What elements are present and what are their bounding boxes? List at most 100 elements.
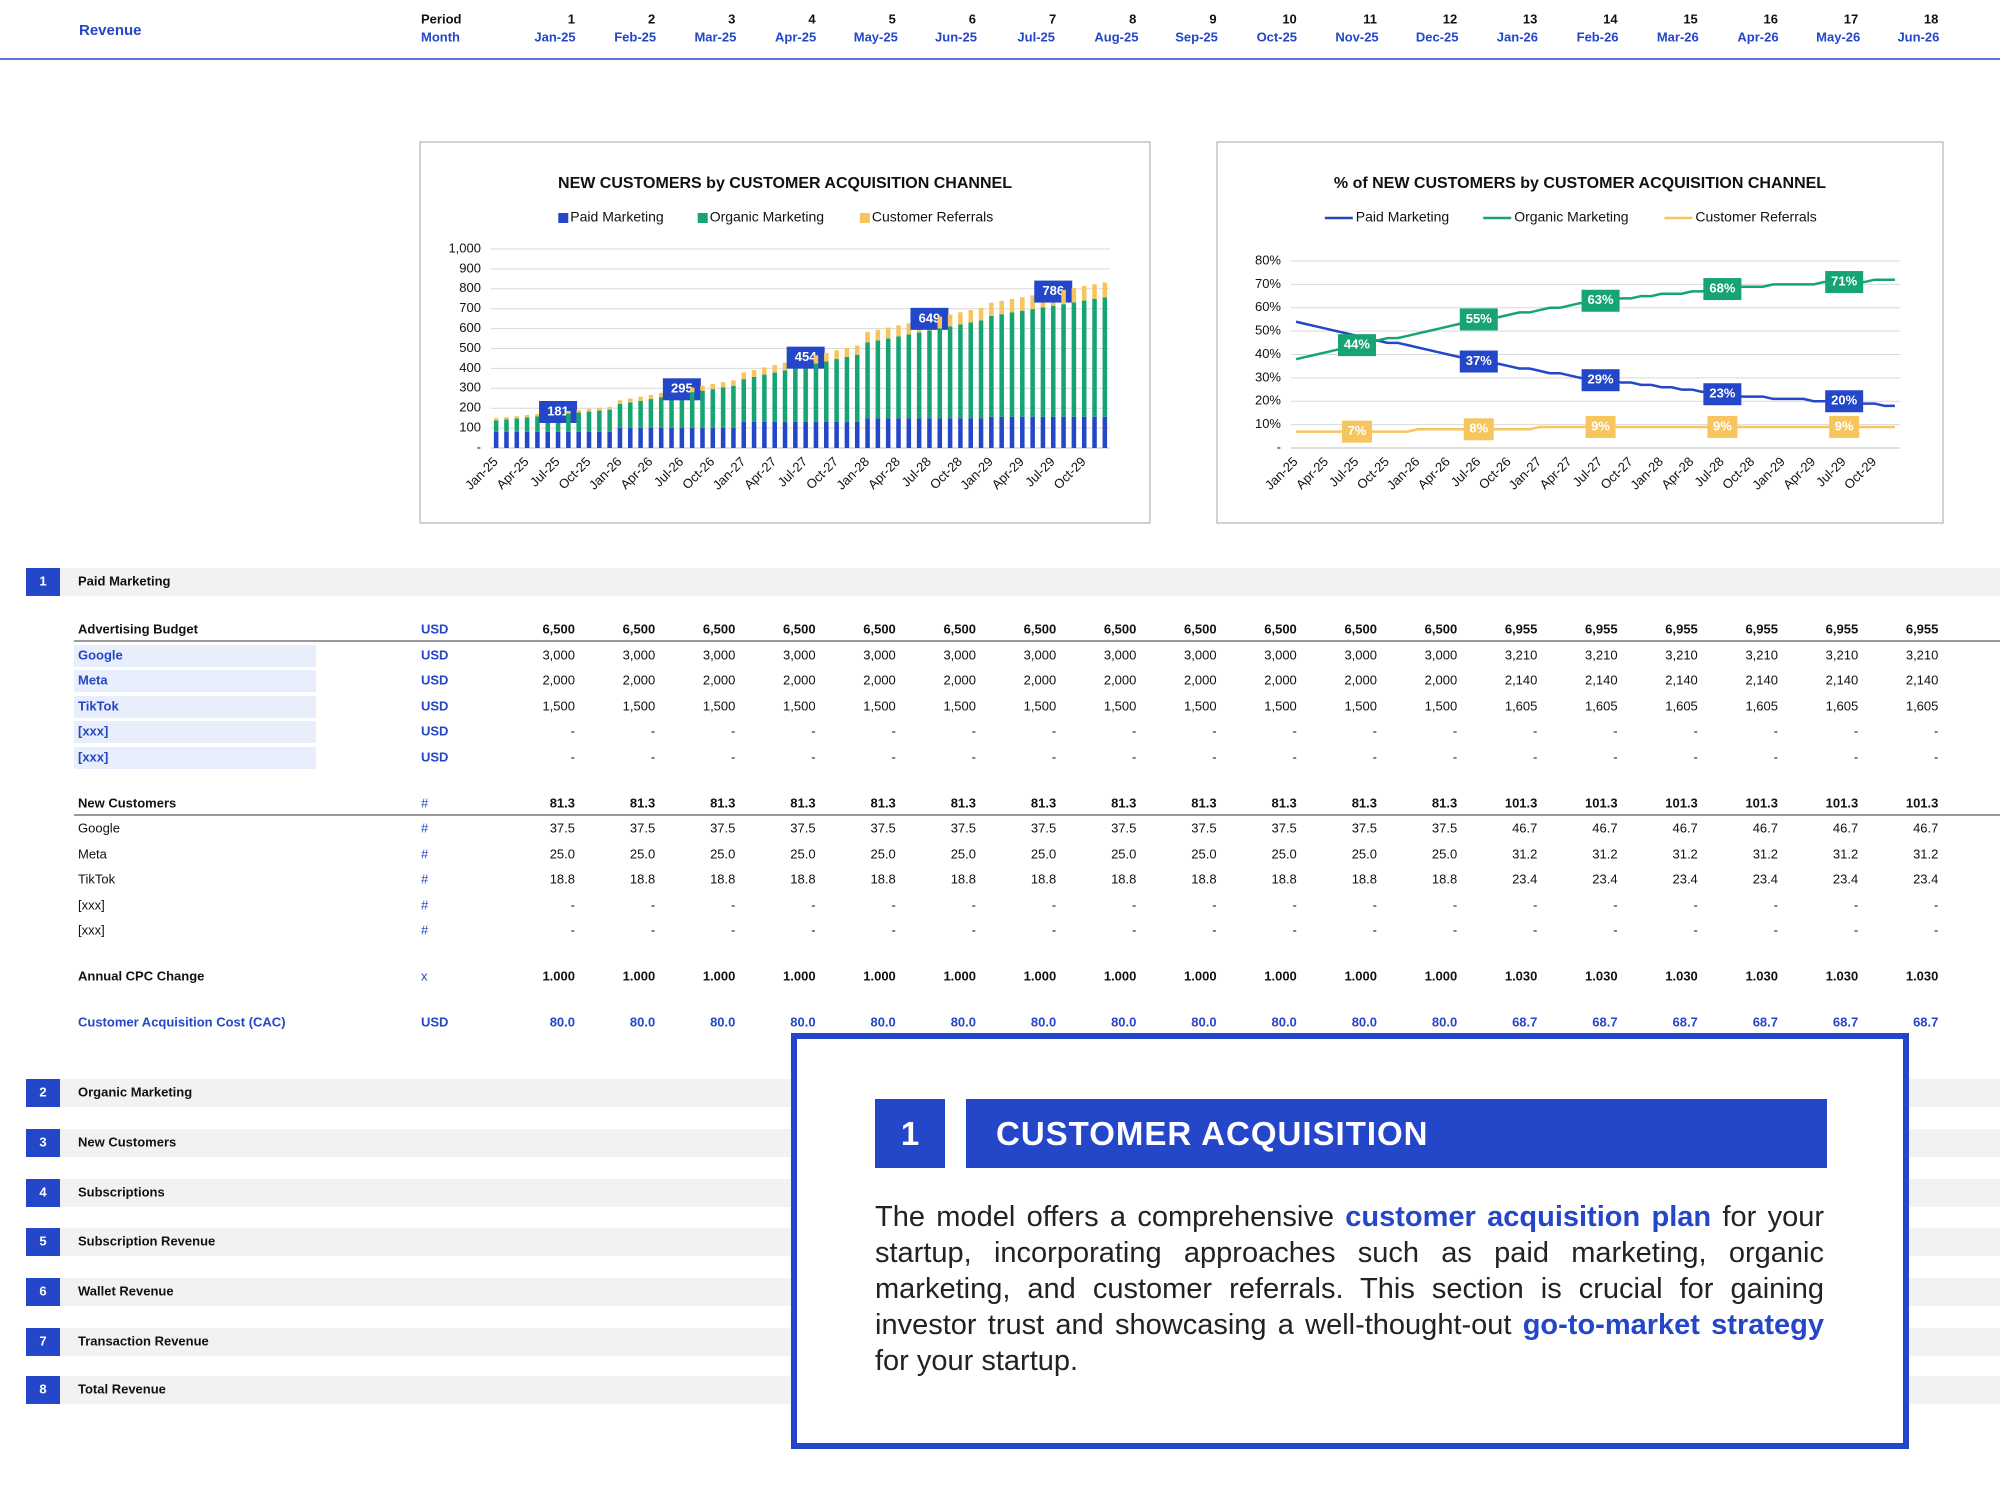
- bar-segment: [535, 413, 540, 417]
- cell: 68.7: [1592, 1014, 1617, 1029]
- cell: 3,000: [1425, 647, 1458, 662]
- cell: 6,955: [1585, 621, 1618, 636]
- legend-label: Customer Referrals: [872, 209, 993, 225]
- section-title: Organic Marketing: [78, 1084, 192, 1099]
- section-band: [60, 568, 2000, 596]
- cell: 3,210: [1505, 647, 1538, 662]
- row-unit: USD: [421, 1014, 448, 1029]
- section-number: 5: [39, 1233, 46, 1248]
- cell: 25.0: [630, 846, 655, 861]
- cell: -: [1854, 749, 1858, 764]
- bar-segment: [865, 331, 870, 343]
- section-number: 6: [39, 1283, 46, 1298]
- cell: 2,140: [1906, 672, 1939, 687]
- cell: 80.0: [710, 1014, 735, 1029]
- bar-segment: [1081, 300, 1087, 417]
- bar-segment: [679, 427, 685, 448]
- month-header: Jan-25: [534, 29, 575, 44]
- cell: -: [1533, 922, 1537, 937]
- bar-segment: [545, 415, 551, 432]
- cell: 46.7: [1512, 820, 1537, 835]
- cell: -: [731, 897, 735, 912]
- bar-segment: [586, 411, 592, 432]
- data-label-box: [1703, 383, 1742, 406]
- bar-segment: [947, 418, 953, 448]
- cell: -: [1693, 723, 1697, 738]
- cell: 6,500: [1184, 621, 1217, 636]
- cell: -: [1212, 897, 1216, 912]
- cell: 31.2: [1753, 846, 1778, 861]
- cell: 80.0: [951, 1014, 976, 1029]
- cell: 23.4: [1753, 871, 1778, 886]
- cell: 37.5: [630, 820, 655, 835]
- section-title: Transaction Revenue: [78, 1333, 209, 1348]
- bar-segment: [493, 420, 499, 432]
- cell: 3,000: [1344, 647, 1377, 662]
- cell: 1,605: [1906, 698, 1939, 713]
- cell: 80.0: [1432, 1014, 1457, 1029]
- cell: -: [1052, 897, 1056, 912]
- cell: -: [651, 897, 655, 912]
- data-label-box: [1829, 415, 1860, 438]
- bar-segment: [607, 406, 612, 410]
- bar-segment: [968, 310, 973, 323]
- bar-segment: [638, 427, 643, 448]
- bar-segment: [813, 355, 819, 364]
- bar-segment: [1020, 416, 1025, 448]
- section-number-box: [26, 1079, 60, 1107]
- cell: 6,500: [783, 621, 816, 636]
- callout-number: 1: [875, 1099, 945, 1168]
- bar-segment: [762, 421, 767, 448]
- cell: 80.0: [1191, 1014, 1216, 1029]
- cell: 6,500: [1264, 621, 1297, 636]
- cell: -: [1132, 749, 1136, 764]
- cell: 81.3: [1031, 795, 1056, 810]
- month-header: Feb-25: [614, 29, 656, 44]
- cell: -: [811, 897, 815, 912]
- bar-segment: [1061, 289, 1066, 305]
- bar-segment: [1102, 416, 1108, 448]
- cell: 2,000: [1425, 672, 1458, 687]
- bar-segment: [958, 324, 963, 419]
- period-number: 12: [1443, 11, 1457, 26]
- bar-segment: [916, 332, 922, 419]
- cell: 68.7: [1913, 1014, 1938, 1029]
- period-number: 4: [808, 11, 816, 26]
- cell: 37.5: [1111, 820, 1136, 835]
- cell: 101.3: [1906, 795, 1939, 810]
- cell: 3,000: [1104, 647, 1137, 662]
- row-label: [xxx]: [78, 749, 108, 764]
- cell: 1,500: [1104, 698, 1137, 713]
- bar-segment: [896, 325, 901, 337]
- cell: 1,605: [1745, 698, 1778, 713]
- cell: 1,500: [863, 698, 896, 713]
- header-title: Revenue: [79, 22, 142, 39]
- bar-segment: [751, 369, 757, 377]
- period-number: 7: [1049, 11, 1056, 26]
- bar-segment: [669, 427, 674, 448]
- bar-segment: [731, 385, 736, 428]
- bar-segment: [762, 374, 767, 422]
- cell: 46.7: [1913, 820, 1938, 835]
- bar-segment: [937, 418, 943, 448]
- cell: 18.8: [1191, 871, 1216, 886]
- period-number: 10: [1282, 11, 1296, 26]
- y-tick-label: 700: [459, 300, 481, 315]
- cell: 1.030: [1906, 968, 1939, 983]
- cell: 1,500: [703, 698, 736, 713]
- cell: 80.0: [1352, 1014, 1377, 1029]
- cell: 25.0: [1432, 846, 1457, 861]
- bar-segment: [968, 322, 973, 419]
- cell: 3,000: [542, 647, 575, 662]
- row-unit: #: [421, 846, 429, 861]
- cell: -: [1854, 922, 1858, 937]
- section-number: 3: [39, 1134, 46, 1149]
- data-label: 454: [795, 349, 817, 364]
- cell: 1.030: [1745, 968, 1778, 983]
- cell: 2,000: [1264, 672, 1297, 687]
- section-number: 4: [39, 1184, 47, 1199]
- cell: -: [1934, 897, 1938, 912]
- cell: -: [731, 749, 735, 764]
- cell: -: [571, 922, 575, 937]
- y-tick-label: 300: [459, 380, 481, 395]
